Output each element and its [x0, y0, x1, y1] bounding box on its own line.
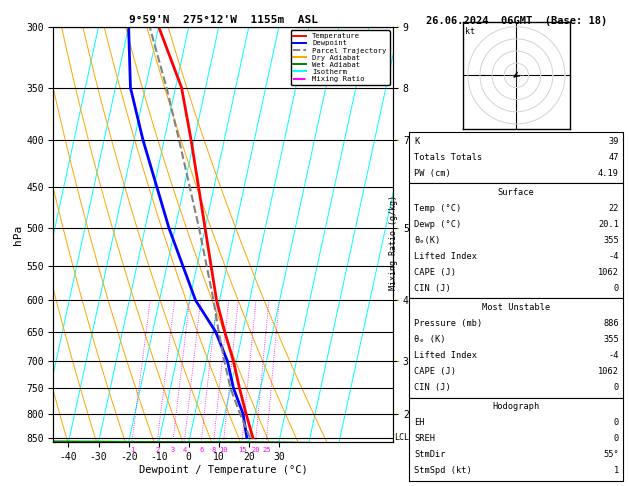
Text: —: —	[398, 226, 401, 231]
Text: 26.06.2024  06GMT  (Base: 18): 26.06.2024 06GMT (Base: 18)	[426, 16, 608, 26]
Text: StmDir: StmDir	[414, 450, 445, 459]
Text: Lifted Index: Lifted Index	[414, 252, 477, 260]
Text: 8: 8	[211, 447, 216, 453]
Text: Temp (°C): Temp (°C)	[414, 204, 461, 212]
Text: 2: 2	[155, 447, 159, 453]
Text: 3: 3	[170, 447, 175, 453]
Text: 55°: 55°	[603, 450, 619, 459]
Text: EH: EH	[414, 418, 425, 427]
Text: -4: -4	[608, 351, 619, 360]
Text: -4: -4	[608, 252, 619, 260]
Text: 0: 0	[614, 418, 619, 427]
Text: —: —	[398, 411, 401, 417]
Text: 4: 4	[182, 447, 186, 453]
Text: 355: 355	[603, 236, 619, 244]
Text: CIN (J): CIN (J)	[414, 284, 450, 293]
Text: 0: 0	[614, 383, 619, 392]
Text: 1062: 1062	[598, 367, 619, 376]
Text: —: —	[398, 434, 401, 441]
Y-axis label: km
ASL: km ASL	[411, 226, 433, 243]
Text: Mixing Ratio (g/kg): Mixing Ratio (g/kg)	[389, 195, 398, 291]
Text: kt: kt	[465, 27, 476, 36]
Text: 20: 20	[251, 447, 260, 453]
Text: 15: 15	[238, 447, 246, 453]
Text: 6: 6	[199, 447, 203, 453]
Text: 0: 0	[614, 284, 619, 293]
Text: 1: 1	[614, 466, 619, 475]
Legend: Temperature, Dewpoint, Parcel Trajectory, Dry Adiabat, Wet Adiabat, Isotherm, Mi: Temperature, Dewpoint, Parcel Trajectory…	[291, 30, 389, 85]
Text: 1062: 1062	[598, 268, 619, 277]
Text: 10: 10	[219, 447, 228, 453]
Text: 20.1: 20.1	[598, 220, 619, 228]
Text: 47: 47	[608, 153, 619, 161]
Text: 25: 25	[262, 447, 270, 453]
Text: —: —	[398, 297, 401, 303]
Text: —: —	[398, 24, 401, 30]
Text: K: K	[414, 137, 419, 145]
Text: 1: 1	[130, 447, 134, 453]
Text: 886: 886	[603, 319, 619, 328]
Text: CAPE (J): CAPE (J)	[414, 367, 456, 376]
Text: Totals Totals: Totals Totals	[414, 153, 482, 161]
Title: 9°59'N  275°12'W  1155m  ASL: 9°59'N 275°12'W 1155m ASL	[129, 15, 318, 25]
Text: Most Unstable: Most Unstable	[482, 303, 550, 312]
Text: CAPE (J): CAPE (J)	[414, 268, 456, 277]
Text: 355: 355	[603, 335, 619, 344]
Text: SREH: SREH	[414, 434, 435, 443]
Text: Dewp (°C): Dewp (°C)	[414, 220, 461, 228]
Text: CIN (J): CIN (J)	[414, 383, 450, 392]
Text: θₑ(K): θₑ(K)	[414, 236, 440, 244]
Text: Pressure (mb): Pressure (mb)	[414, 319, 482, 328]
Text: —: —	[398, 137, 401, 143]
Text: © weatheronline.co.uk: © weatheronline.co.uk	[467, 471, 564, 480]
Text: 0: 0	[614, 434, 619, 443]
Text: 39: 39	[608, 137, 619, 145]
Text: Lifted Index: Lifted Index	[414, 351, 477, 360]
Text: 22: 22	[608, 204, 619, 212]
X-axis label: Dewpoint / Temperature (°C): Dewpoint / Temperature (°C)	[139, 465, 308, 475]
Text: Hodograph: Hodograph	[492, 402, 540, 411]
Text: LCL: LCL	[394, 433, 409, 442]
Text: —: —	[398, 358, 401, 364]
Text: —: —	[398, 85, 401, 90]
Text: 4.19: 4.19	[598, 169, 619, 177]
Y-axis label: hPa: hPa	[13, 225, 23, 244]
Text: StmSpd (kt): StmSpd (kt)	[414, 466, 472, 475]
Text: Surface: Surface	[498, 188, 534, 196]
Text: θₑ (K): θₑ (K)	[414, 335, 445, 344]
Text: PW (cm): PW (cm)	[414, 169, 450, 177]
